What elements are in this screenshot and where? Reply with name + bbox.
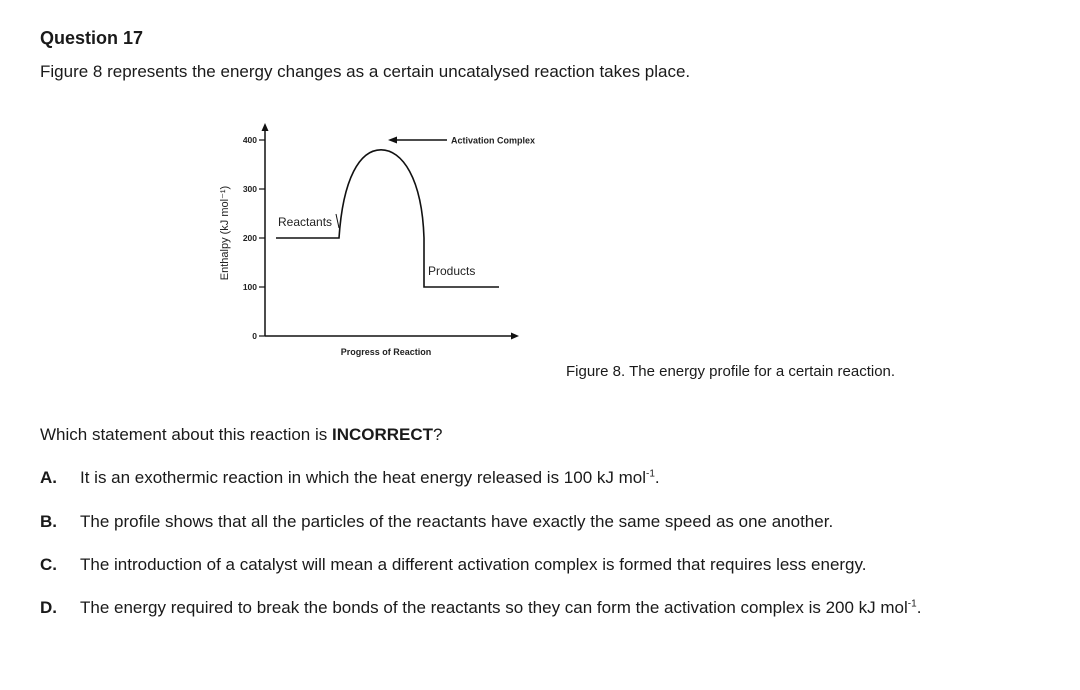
x-axis-arrow (511, 332, 519, 340)
prompt-end: ? (433, 425, 443, 444)
energy-profile-figure: Enthalpy (kJ mol⁻¹) 0 100 200 300 400 Reacta… (210, 118, 550, 368)
option-superscript: -1 (646, 468, 655, 480)
prompt-text: Which statement about this reaction is (40, 425, 332, 444)
y-tick-label: 0 (252, 331, 257, 341)
question-title: Question 17 (40, 28, 144, 48)
option-letter: D. (40, 598, 57, 617)
option-a[interactable]: A. It is an exothermic reaction in which … (40, 468, 660, 488)
option-d[interactable]: D. The energy required to break the bonds… (40, 598, 921, 618)
question-intro: Figure 8 represents the energy changes a… (40, 62, 691, 81)
option-b[interactable]: B. The profile shows that all the particl… (40, 512, 833, 532)
option-tail: . (654, 468, 660, 487)
energy-curve (276, 148, 499, 288)
energy-profile-chart: Enthalpy (kJ mol⁻¹) 0 100 200 300 400 Reacta… (219, 123, 535, 357)
reactants-label: Reactants (278, 215, 332, 229)
option-tail: . (916, 598, 922, 617)
option-text: It is an exothermic reaction in which th… (80, 468, 647, 487)
y-ticks: 0 100 200 300 400 (243, 135, 265, 341)
question-prompt: Which statement about this reaction is I… (40, 425, 443, 445)
figure-caption: Figure 8. The energy profile for a certa… (566, 363, 896, 380)
y-tick-label: 100 (243, 282, 257, 292)
x-axis-label: Progress of Reaction (341, 347, 432, 357)
option-letter: A. (40, 468, 57, 487)
reactants-label-tick (335, 213, 340, 229)
option-text: The introduction of a catalyst will mean… (80, 555, 867, 574)
y-axis-arrow (261, 123, 269, 131)
activation-complex-label: Activation Complex (451, 136, 535, 146)
option-text: The energy required to break the bonds o… (80, 598, 908, 617)
y-tick-label: 200 (243, 233, 257, 243)
option-letter: B. (40, 512, 57, 531)
option-text: The profile shows that all the particles… (80, 512, 834, 531)
y-axis-label: Enthalpy (kJ mol⁻¹) (219, 186, 231, 280)
option-superscript: -1 (907, 598, 917, 610)
products-label: Products (428, 264, 475, 278)
y-tick-label: 300 (243, 184, 257, 194)
prompt-emphasis: INCORRECT (331, 425, 434, 444)
activation-complex-arrowhead (388, 136, 397, 144)
option-c[interactable]: C. The introduction of a catalyst will me… (40, 555, 866, 575)
y-tick-label: 400 (243, 135, 257, 145)
option-letter: C. (40, 555, 57, 574)
